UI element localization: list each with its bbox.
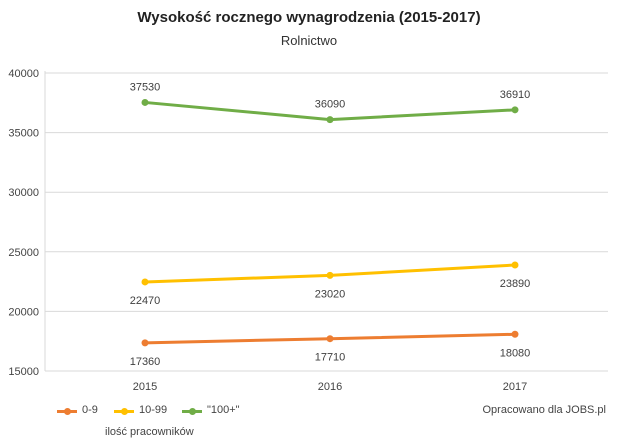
y-tick-label-40000: 40000: [8, 68, 39, 80]
data-label-100-2016: 36090: [315, 99, 346, 111]
data-point-100-2016: [326, 116, 334, 124]
data-point-10-99-2017: [511, 261, 519, 269]
data-point-0-9-2016: [326, 335, 334, 343]
y-tick-label-15000: 15000: [8, 366, 39, 378]
legend-marker-0-9: [64, 408, 71, 415]
y-tick-label-25000: 25000: [8, 247, 39, 259]
source-credit: Opracowano dla JOBS.pl: [482, 404, 606, 416]
data-point-0-9-2017: [511, 330, 519, 338]
legend-label-10-99: 10-99: [139, 404, 168, 416]
x-tick-label-2016: 2016: [318, 381, 342, 393]
legend-caption: ilość pracowników: [105, 426, 194, 438]
y-tick-label-35000: 35000: [8, 128, 39, 140]
data-point-100-2015: [141, 98, 149, 106]
data-label-100-2015: 37530: [130, 81, 161, 93]
legend-label-0-9: 0-9: [82, 404, 98, 416]
chart-subtitle: Rolnictwo: [280, 33, 338, 48]
data-point-100-2017: [511, 106, 519, 114]
data-label-10-99-2016: 23020: [315, 288, 346, 300]
data-label-0-9-2016: 17710: [315, 352, 346, 364]
data-label-10-99-2017: 23890: [500, 278, 531, 290]
data-label-10-99-2015: 22470: [130, 295, 161, 307]
x-tick-label-2015: 2015: [133, 381, 157, 393]
legend-label-100-plus: "100+": [207, 404, 240, 416]
legend-marker-10-99: [121, 408, 128, 415]
data-point-0-9-2015: [141, 339, 149, 347]
y-tick-label-20000: 20000: [8, 306, 39, 318]
chart-title: Wysokość rocznego wynagrodzenia (2015-20…: [137, 9, 481, 26]
legend-marker-100-plus: [189, 408, 196, 415]
y-tick-label-30000: 30000: [8, 187, 39, 199]
data-label-0-9-2015: 17360: [130, 356, 161, 368]
data-point-10-99-2015: [141, 278, 149, 286]
data-label-100-2017: 36910: [500, 89, 531, 101]
x-tick-label-2017: 2017: [503, 381, 527, 393]
data-label-0-9-2017: 18080: [500, 347, 531, 359]
data-point-10-99-2016: [326, 271, 334, 279]
